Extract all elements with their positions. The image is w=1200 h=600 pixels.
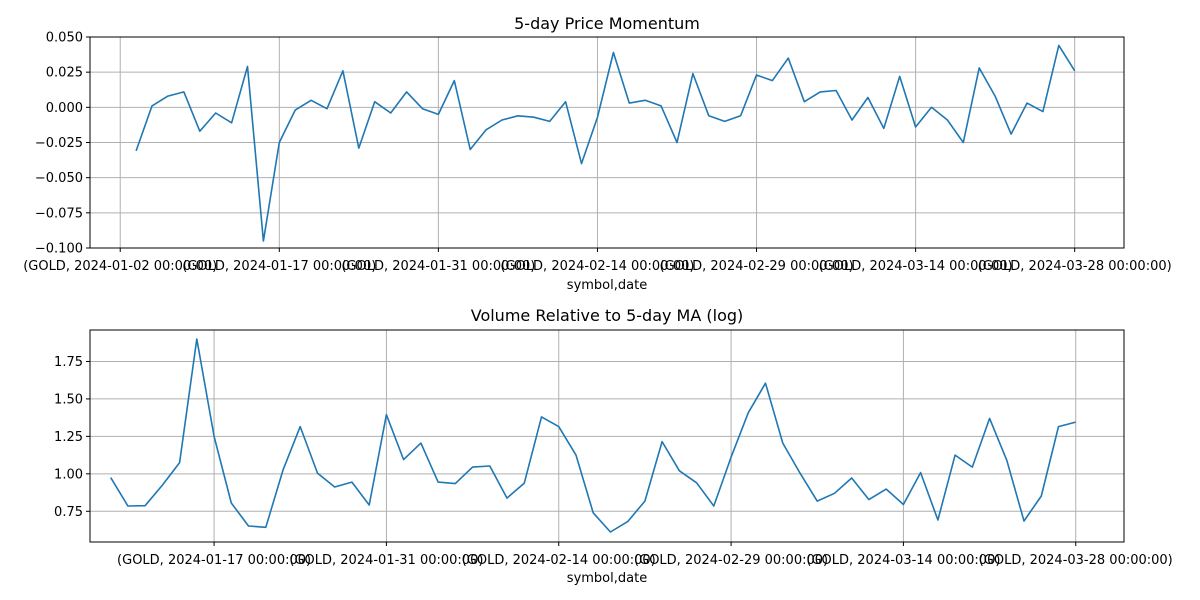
momentum-y-tick-label: −0.100: [35, 242, 83, 257]
volume-grid: [90, 330, 1124, 542]
momentum-x-tick-label: (GOLD, 2024-01-31 00:00:00): [341, 259, 535, 274]
volume-chart-panel: Volume Relative to 5-day MA (log) 1.751.…: [54, 306, 1173, 586]
momentum-x-tick-label: (GOLD, 2024-02-14 00:00:00): [500, 259, 694, 274]
volume-x-tick-label: (GOLD, 2024-03-14 00:00:00): [806, 553, 1000, 568]
momentum-y-tick-label: 0.050: [46, 31, 83, 46]
momentum-y-tick-label: 0.000: [46, 101, 83, 116]
momentum-y-tick-label: −0.025: [35, 136, 83, 151]
momentum-x-axis-label: symbol,date: [567, 278, 647, 293]
volume-y-tick-label: 0.75: [54, 505, 83, 520]
volume-y-axis: 1.75 1.50 1.25 1.00 0.75: [54, 355, 90, 520]
volume-x-tick-label: (GOLD, 2024-03-28 00:00:00): [979, 553, 1173, 568]
volume-y-tick-label: 1.75: [54, 355, 83, 370]
volume-x-axis: (GOLD, 2024-01-17 00:00:00)(GOLD, 2024-0…: [117, 542, 1173, 568]
volume-y-tick-label: 1.50: [54, 392, 83, 407]
momentum-y-tick-label: −0.075: [35, 206, 83, 221]
volume-y-tick-label: 1.00: [54, 467, 83, 482]
momentum-x-axis: (GOLD, 2024-01-02 00:00:00)(GOLD, 2024-0…: [23, 248, 1172, 274]
volume-x-axis-label: symbol,date: [567, 571, 647, 586]
volume-x-tick-label: (GOLD, 2024-01-17 00:00:00): [117, 553, 311, 568]
momentum-y-tick-label: −0.050: [35, 171, 83, 186]
momentum-grid: [90, 36, 1124, 249]
momentum-series-line: [135, 44, 1076, 242]
momentum-chart-title: 5-day Price Momentum: [514, 14, 700, 33]
volume-x-tick-label: (GOLD, 2024-02-14 00:00:00): [462, 553, 656, 568]
momentum-x-tick-label: (GOLD, 2024-01-17 00:00:00): [182, 259, 376, 274]
volume-series-line: [110, 338, 1076, 533]
momentum-x-tick-label: (GOLD, 2024-03-28 00:00:00): [978, 259, 1172, 274]
momentum-chart-panel: 5-day Price Momentum 0.050 0.025 0.000 −0.0…: [23, 14, 1172, 293]
volume-x-tick-label: (GOLD, 2024-01-31 00:00:00): [289, 553, 483, 568]
momentum-x-tick-label: (GOLD, 2024-02-29 00:00:00): [660, 259, 854, 274]
volume-chart-title: Volume Relative to 5-day MA (log): [471, 306, 744, 325]
volume-x-tick-label: (GOLD, 2024-02-29 00:00:00): [634, 553, 828, 568]
momentum-x-tick-label: (GOLD, 2024-01-02 00:00:00): [23, 259, 217, 274]
momentum-y-axis: 0.050 0.025 0.000 −0.025 −0.050 −0.075 −0.100: [35, 31, 90, 257]
volume-y-tick-label: 1.25: [54, 430, 83, 445]
momentum-y-tick-label: 0.025: [46, 66, 83, 81]
momentum-x-tick-label: (GOLD, 2024-03-14 00:00:00): [819, 259, 1013, 274]
